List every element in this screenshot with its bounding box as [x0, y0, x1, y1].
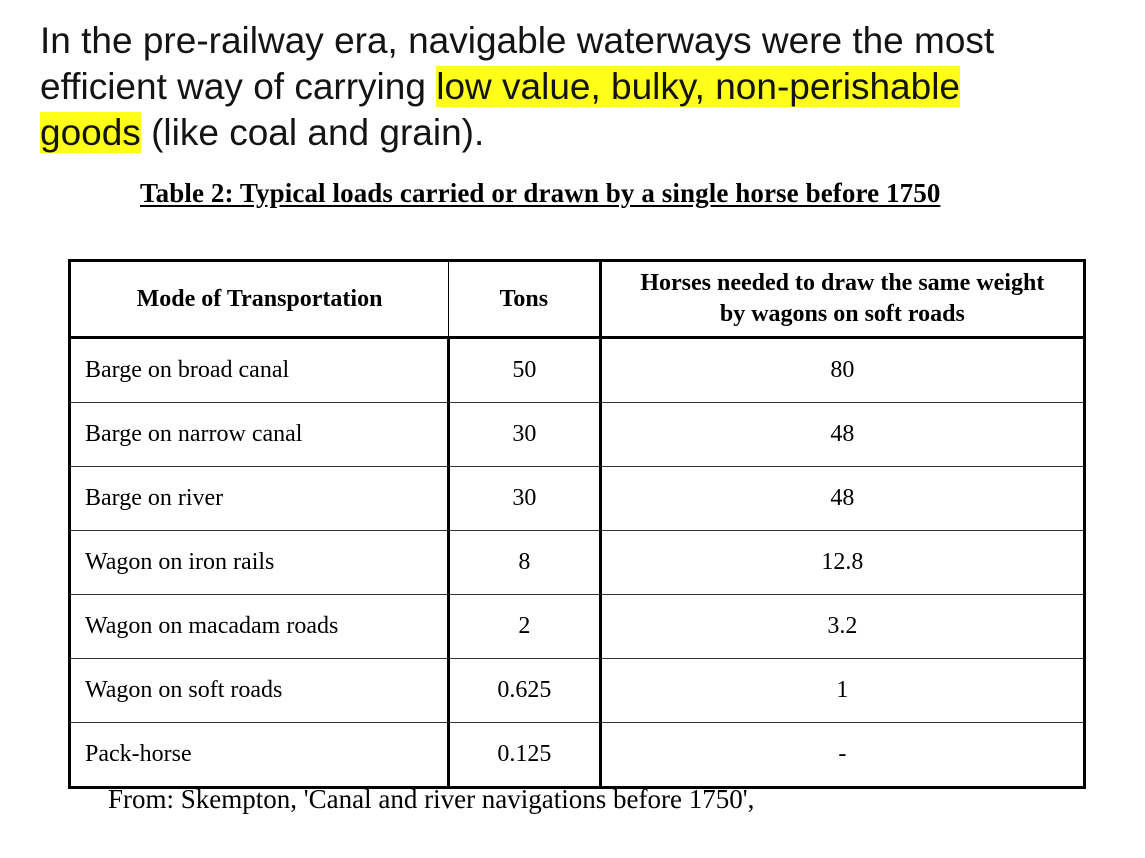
table-row: Pack-horse 0.125 -	[69, 722, 1085, 788]
header-horses-line2: by wagons on soft roads	[719, 301, 965, 327]
source-citation: From: Skempton, 'Canal and river navigat…	[108, 784, 755, 814]
table-row: Barge on river 30 48	[69, 466, 1085, 531]
header-mode: Mode of Transportation	[68, 260, 450, 339]
highlighted-text-1: low value, bulky, non-perishable	[436, 66, 960, 107]
cell-horses: 80	[600, 337, 1085, 403]
cell-mode: Wagon on iron rails	[69, 530, 451, 595]
cell-mode: Barge on river	[69, 466, 451, 531]
cell-horses: -	[600, 722, 1085, 788]
cell-horses: 3.2	[600, 594, 1085, 659]
table-row: Wagon on iron rails 8 12.8	[69, 530, 1085, 595]
cell-horses: 1	[600, 658, 1085, 723]
cell-tons: 0.125	[448, 722, 602, 788]
cell-tons: 8	[448, 530, 602, 595]
table-row: Barge on broad canal 50 80	[69, 337, 1085, 403]
intro-text-after: (like coal and grain).	[140, 112, 485, 153]
header-horses: Horses needed to draw the same weight by …	[598, 260, 1086, 339]
cell-horses: 48	[600, 402, 1085, 467]
table-row: Wagon on soft roads 0.625 1	[69, 658, 1085, 723]
intro-text-before: In the pre-railway era, navigable waterw…	[40, 20, 995, 107]
cell-horses: 12.8	[600, 530, 1085, 595]
cell-mode: Pack-horse	[69, 722, 451, 788]
highlighted-text-2: goods	[40, 112, 141, 153]
cell-tons: 2	[448, 594, 602, 659]
cell-mode: Wagon on soft roads	[69, 658, 451, 723]
cell-horses: 48	[600, 466, 1085, 531]
table-row: Wagon on macadam roads 2 3.2	[69, 594, 1085, 659]
table-header-row: Mode of Transportation Tons Horses neede…	[68, 260, 1086, 339]
cell-tons: 30	[448, 402, 602, 467]
loads-table: Mode of Transportation Tons Horses neede…	[68, 259, 1086, 789]
cell-tons: 30	[448, 466, 602, 531]
intro-paragraph: In the pre-railway era, navigable waterw…	[40, 18, 1120, 156]
header-horses-line1: Horses needed to draw the same weight	[640, 270, 1045, 296]
header-tons: Tons	[448, 260, 601, 339]
cell-tons: 50	[448, 337, 602, 403]
table-row: Barge on narrow canal 30 48	[69, 402, 1085, 467]
cell-mode: Wagon on macadam roads	[69, 594, 451, 659]
cell-tons: 0.625	[448, 658, 602, 723]
cell-mode: Barge on narrow canal	[69, 402, 451, 467]
table-caption: Table 2: Typical loads carried or drawn …	[140, 178, 941, 208]
cell-mode: Barge on broad canal	[69, 337, 451, 403]
